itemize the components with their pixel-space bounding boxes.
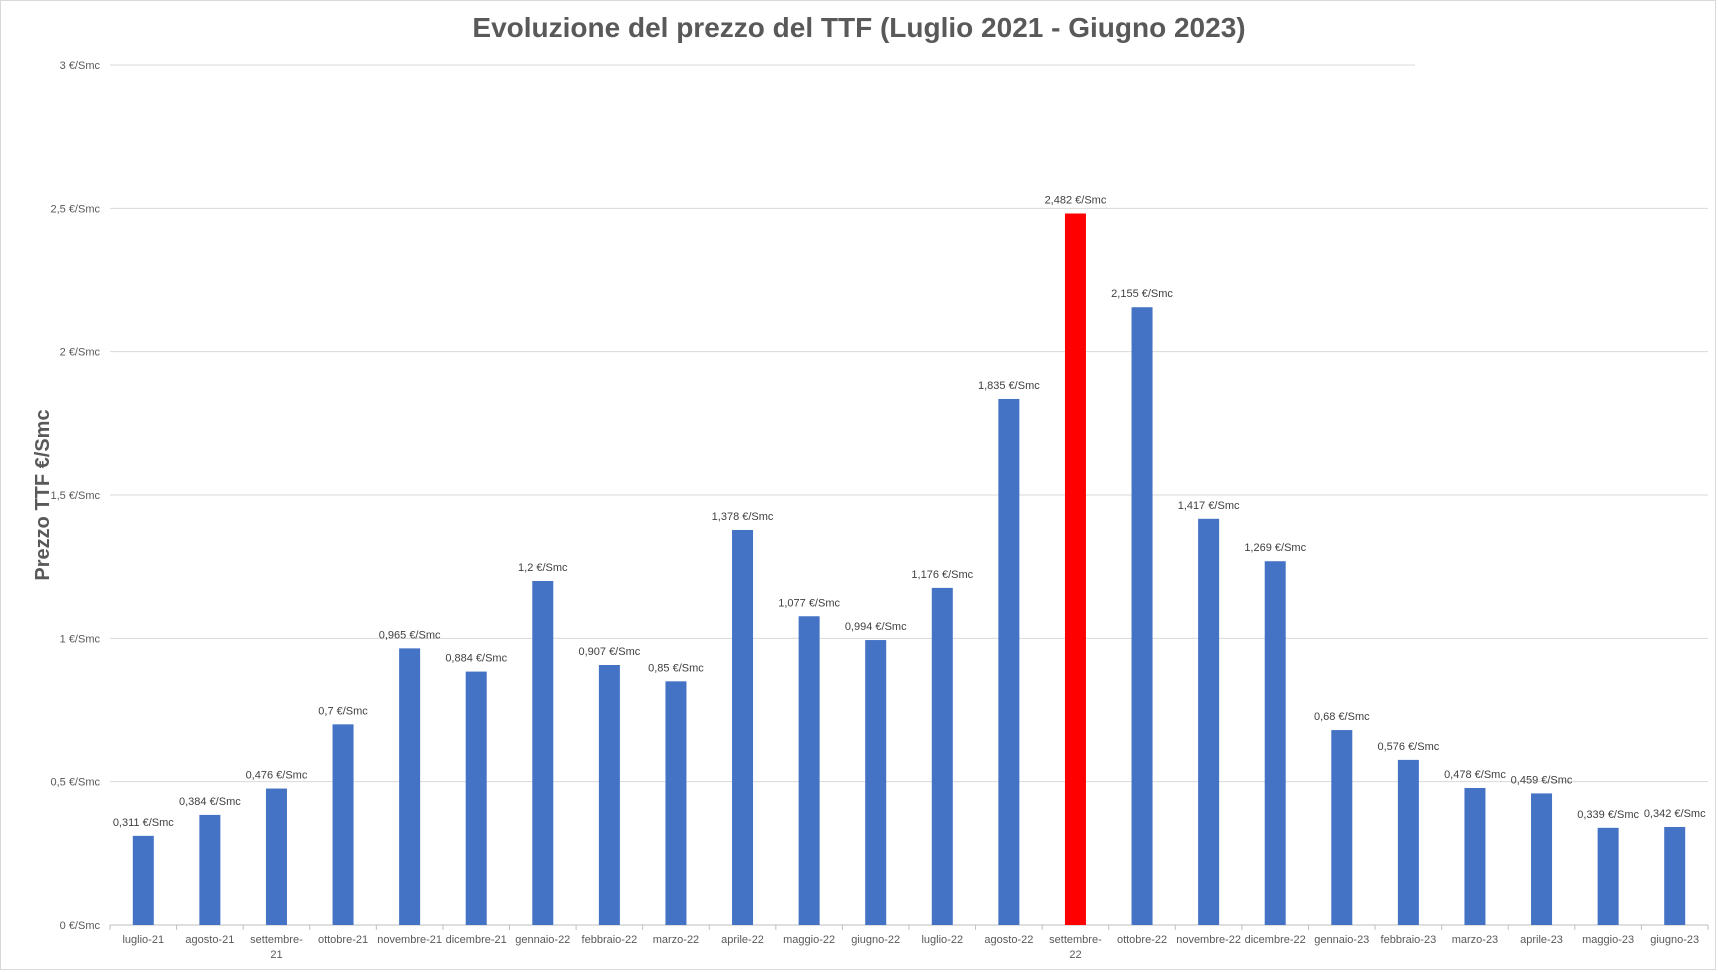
bar	[1331, 730, 1353, 925]
bar	[1664, 826, 1686, 925]
bar	[132, 835, 154, 925]
data-label: 0,576 €/Smc	[1377, 741, 1439, 753]
bar	[665, 681, 687, 925]
data-label: 0,384 €/Smc	[179, 796, 241, 808]
x-tick-label: gennaio-23	[1314, 934, 1369, 946]
data-label: 0,85 €/Smc	[648, 662, 704, 674]
y-tick-label: 0,5 €/Smc	[50, 777, 100, 789]
x-tick-label: luglio-21	[122, 934, 164, 946]
y-tick-label: 0 €/Smc	[60, 920, 101, 932]
bar	[1531, 793, 1553, 925]
bar	[732, 529, 754, 925]
data-label: 0,459 €/Smc	[1511, 774, 1573, 786]
bar	[465, 671, 487, 925]
bar	[1198, 518, 1220, 925]
bar	[332, 724, 354, 925]
x-tick-label: ottobre-21	[318, 934, 368, 946]
data-label: 1,417 €/Smc	[1178, 500, 1240, 512]
data-label: 1,176 €/Smc	[911, 569, 973, 581]
data-label: 0,339 €/Smc	[1577, 809, 1639, 821]
data-label: 0,907 €/Smc	[578, 646, 640, 658]
data-label: 0,965 €/Smc	[379, 629, 441, 641]
data-label: 0,7 €/Smc	[318, 705, 368, 717]
data-label: 0,478 €/Smc	[1444, 769, 1506, 781]
x-tick-label: maggio-23	[1582, 934, 1634, 946]
y-tick-label: 1 €/Smc	[60, 633, 101, 645]
bar	[598, 664, 620, 925]
data-label: 0,342 €/Smc	[1644, 808, 1706, 820]
x-tick-label: settembre-22	[1049, 934, 1102, 961]
y-tick-label: 2 €/Smc	[60, 347, 101, 359]
bar	[1131, 307, 1153, 925]
x-tick-label: agosto-21	[185, 934, 234, 946]
chart-title: Evoluzione del prezzo del TTF (Luglio 20…	[472, 12, 1246, 43]
bar	[399, 648, 421, 925]
data-label: 1,269 €/Smc	[1244, 542, 1306, 554]
data-label: 0,311 €/Smc	[113, 817, 174, 829]
bar	[798, 616, 820, 925]
data-label: 0,68 €/Smc	[1314, 711, 1370, 723]
x-tick-label: dicembre-22	[1245, 934, 1306, 946]
data-label: 0,994 €/Smc	[845, 621, 907, 633]
x-tick-label: giugno-22	[851, 934, 900, 946]
data-label: 2,155 €/Smc	[1111, 288, 1173, 300]
data-label: 0,476 €/Smc	[246, 770, 308, 782]
bar	[532, 581, 554, 925]
x-tick-label: gennaio-22	[515, 934, 570, 946]
x-tick-label: luglio-22	[921, 934, 963, 946]
x-tick-label: novembre-22	[1176, 934, 1241, 946]
bar	[1264, 561, 1286, 925]
x-tick-label: febbraio-22	[582, 934, 638, 946]
bar	[865, 640, 887, 925]
x-tick-label: maggio-22	[783, 934, 835, 946]
bar	[998, 398, 1020, 925]
bar	[265, 788, 287, 925]
bar	[931, 587, 953, 925]
x-tick-label: marzo-23	[1452, 934, 1498, 946]
y-tick-label: 3 €/Smc	[60, 60, 101, 72]
x-tick-label: agosto-22	[984, 934, 1033, 946]
data-label: 0,884 €/Smc	[445, 653, 507, 665]
bar	[1464, 787, 1486, 925]
data-label: 2,482 €/Smc	[1045, 194, 1107, 206]
bar	[1397, 759, 1419, 925]
data-label: 1,2 €/Smc	[518, 562, 568, 574]
y-tick-label: 2,5 €/Smc	[50, 203, 100, 215]
x-tick-label: marzo-22	[653, 934, 699, 946]
data-label: 1,077 €/Smc	[778, 597, 840, 609]
y-tick-label: 1,5 €/Smc	[50, 490, 100, 502]
data-label: 1,378 €/Smc	[712, 511, 774, 523]
bar	[1064, 213, 1086, 925]
x-tick-label: ottobre-22	[1117, 934, 1167, 946]
data-label: 1,835 €/Smc	[978, 380, 1040, 392]
x-tick-label: dicembre-21	[446, 934, 507, 946]
x-tick-label: febbraio-23	[1381, 934, 1437, 946]
x-tick-label: giugno-23	[1650, 934, 1699, 946]
bar	[1597, 827, 1619, 925]
x-tick-label: settembre-21	[250, 934, 303, 961]
x-tick-label: novembre-21	[377, 934, 442, 946]
x-tick-label: aprile-22	[721, 934, 764, 946]
x-tick-label: aprile-23	[1520, 934, 1563, 946]
bar	[199, 814, 221, 925]
